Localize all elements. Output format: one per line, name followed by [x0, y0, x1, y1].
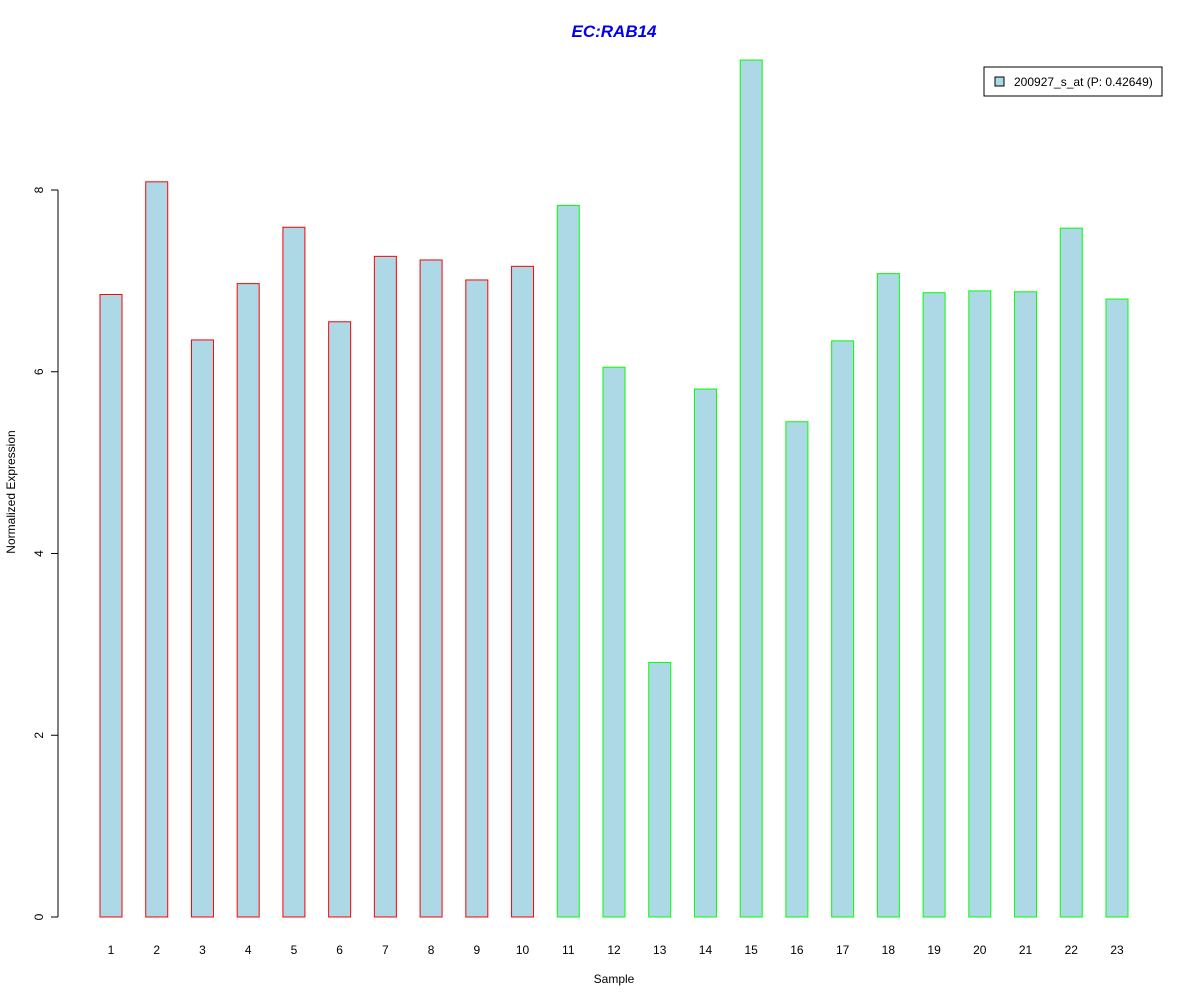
x-tick-label: 9: [473, 943, 480, 957]
x-axis-tick-labels: 1 2 3 4 5 6 7 8 9 10 11 12 13 14 15 16 17 18 19 20 21 22 23: [108, 943, 1124, 957]
x-tick-label: 8: [428, 943, 435, 957]
y-tick-label: 2: [32, 732, 46, 739]
x-tick-label: 23: [1110, 943, 1124, 957]
bar-sample-10: [511, 265, 535, 918]
bar-sample-23: [1105, 298, 1129, 918]
bar-sample-8: [419, 259, 443, 918]
bar-sample-21: [1014, 291, 1038, 918]
bar-sample-2: [145, 181, 169, 918]
x-tick-label: 12: [607, 943, 621, 957]
x-tick-label: 14: [699, 943, 713, 957]
bar-sample-12: [602, 366, 626, 918]
bar-sample-20: [968, 290, 992, 918]
bar-sample-13: [648, 662, 672, 918]
y-tick-label: 4: [32, 550, 46, 557]
x-tick-label: 3: [199, 943, 206, 957]
bar-sample-4: [236, 283, 260, 918]
bar-sample-14: [693, 388, 717, 918]
x-tick-label: 11: [562, 943, 575, 957]
y-tick-label: 0: [32, 913, 46, 920]
bar-sample-18: [876, 273, 900, 918]
bar-sample-15: [739, 59, 763, 918]
bar-sample-11: [556, 204, 580, 918]
y-tick-label: 8: [32, 186, 46, 193]
legend-label: 200927_s_at (P: 0.42649): [1014, 75, 1153, 89]
x-tick-label: 4: [245, 943, 252, 957]
x-tick-label: 2: [153, 943, 160, 957]
x-tick-label: 21: [1019, 943, 1033, 957]
bar-sample-6: [328, 321, 352, 918]
x-tick-label: 1: [108, 943, 115, 957]
x-tick-label: 10: [516, 943, 530, 957]
x-axis-label: Sample: [594, 972, 635, 986]
chart-title: EC:RAB14: [571, 22, 657, 41]
bar-sample-19: [922, 292, 946, 918]
y-axis-label: Normalized Expression: [4, 430, 18, 553]
bar-sample-9: [465, 279, 489, 918]
y-axis-ticks: 0 2 4 6 8: [32, 186, 58, 920]
x-tick-label: 19: [927, 943, 941, 957]
x-tick-label: 5: [291, 943, 298, 957]
x-tick-label: 16: [790, 943, 804, 957]
x-tick-label: 6: [336, 943, 343, 957]
legend: 200927_s_at (P: 0.42649): [983, 66, 1163, 97]
x-tick-label: 7: [382, 943, 389, 957]
x-tick-label: 13: [653, 943, 667, 957]
bar-sample-22: [1059, 227, 1083, 918]
bars-group: [99, 59, 1129, 918]
x-tick-label: 18: [882, 943, 896, 957]
x-tick-label: 20: [973, 943, 987, 957]
bar-sample-16: [785, 421, 809, 918]
bar-sample-3: [190, 339, 214, 918]
y-tick-label: 6: [32, 368, 46, 375]
x-tick-label: 17: [836, 943, 850, 957]
x-tick-label: 15: [745, 943, 759, 957]
legend-swatch: [994, 76, 1005, 87]
legend-box: [983, 66, 1163, 97]
bar-sample-17: [831, 340, 855, 918]
bar-sample-7: [373, 255, 397, 918]
x-tick-label: 22: [1065, 943, 1079, 957]
bar-sample-1: [99, 294, 123, 918]
bar-sample-5: [282, 226, 306, 918]
